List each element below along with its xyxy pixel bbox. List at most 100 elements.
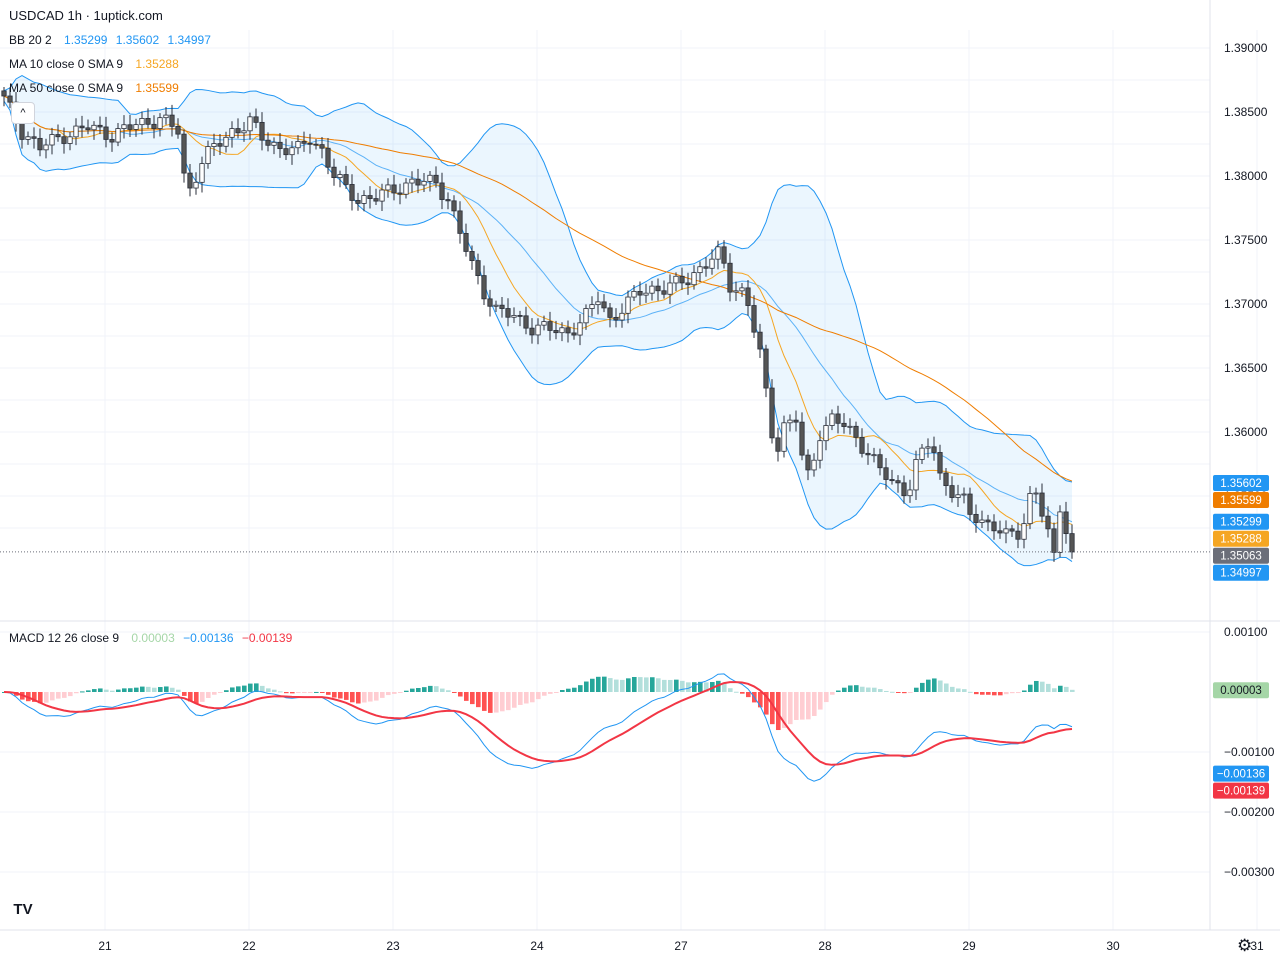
macd-hist-bar	[110, 690, 115, 692]
macd-hist-bar	[164, 686, 169, 692]
candle-body	[871, 454, 877, 457]
candle-body	[127, 124, 133, 130]
macd-hist-bar	[344, 692, 349, 700]
candle-body	[817, 440, 823, 461]
macd-hist-bar	[590, 678, 595, 692]
macd-hist-bar	[524, 692, 529, 704]
legend-ma50[interactable]: MA 50 close 0 SMA 9 1.35599	[9, 81, 184, 95]
candle-body	[43, 144, 49, 151]
price-badge	[1213, 491, 1269, 508]
macd-hist-bar	[380, 692, 385, 698]
price-tick-label: 1.36000	[1224, 425, 1268, 439]
tradingview-logo[interactable]: TV	[8, 897, 38, 923]
macd-tick-label: −0.00200	[1224, 805, 1275, 819]
candle-body	[223, 136, 229, 147]
legend-bb-label: BB 20 2	[9, 33, 52, 47]
candle-body	[991, 521, 997, 532]
macd-hist-bar	[944, 683, 949, 692]
candle-body	[619, 312, 625, 321]
price-tick-label: 1.38500	[1224, 105, 1268, 119]
candle-body	[937, 452, 943, 474]
macd-hist-bar	[1058, 685, 1063, 692]
macd-hist-bar	[446, 690, 451, 692]
legend-ma50-label: MA 50 close 0 SMA 9	[9, 81, 124, 95]
candle-body	[301, 141, 307, 144]
macd-hist-bar	[932, 678, 937, 692]
candle-body	[697, 266, 703, 274]
candle-body	[727, 262, 733, 293]
legend-ma10[interactable]: MA 10 close 0 SMA 9 1.35288	[9, 57, 184, 71]
macd-hist-bar	[740, 692, 745, 694]
macd-tick-label: 0.00100	[1224, 625, 1268, 639]
candle-body	[595, 301, 601, 306]
macd-hist-bar	[422, 687, 427, 692]
candle-body	[1057, 511, 1063, 553]
price-badge-label: 1.35063	[1220, 551, 1262, 563]
macd-hist-bar	[206, 692, 211, 698]
price-badge	[1213, 564, 1269, 581]
candle-body	[535, 324, 541, 336]
candle-body	[115, 128, 121, 143]
legend-bb[interactable]: BB 20 2 1.35299 1.35602 1.34997	[9, 33, 216, 47]
macd-tick-label: −0.00100	[1224, 745, 1275, 759]
candle-body	[175, 125, 181, 135]
macd-hist-bar	[392, 692, 397, 694]
macd-hist-bar	[452, 692, 457, 693]
ma50-line	[3, 95, 1073, 482]
candle-body	[1045, 515, 1051, 530]
macd-hist-bar	[758, 692, 763, 708]
candle-body	[307, 142, 313, 145]
macd-hist-bar	[734, 691, 739, 693]
signal-line	[3, 681, 1073, 766]
macd-hist-bar	[596, 676, 601, 692]
macd-hist-bar	[140, 686, 145, 692]
legend-bb-lower: 1.34997	[167, 33, 211, 47]
candle-body	[7, 95, 13, 103]
price-badge	[1213, 547, 1269, 564]
gear-icon[interactable]: ⚙	[1237, 936, 1253, 955]
candle-body	[763, 348, 769, 389]
candle-body	[169, 114, 175, 127]
candle-body	[811, 459, 817, 471]
macd-hist-bar	[338, 692, 343, 699]
macd-hist-bar	[614, 679, 619, 692]
macd-hist-bar	[830, 692, 835, 695]
candle-body	[553, 330, 559, 334]
price-badge	[1213, 474, 1269, 491]
bb-upper-line	[3, 75, 1073, 483]
candle-body	[721, 246, 727, 264]
macd-hist-bar	[146, 686, 151, 692]
candle-body	[247, 116, 253, 132]
macd-hist-bar	[782, 692, 787, 728]
candle-body	[631, 290, 637, 298]
macd-hist-bar	[236, 686, 241, 692]
legend-macd[interactable]: MACD 12 26 close 9 0.00003 −0.00136 −0.0…	[9, 631, 297, 645]
macd-hist-bar	[1052, 688, 1057, 692]
macd-hist-bar	[434, 686, 439, 692]
macd-hist-bar	[74, 692, 79, 694]
candle-body	[37, 137, 43, 151]
chart-title: USDCAD 1h · 1uptick.com	[9, 8, 163, 23]
candle-body	[73, 125, 79, 138]
candle-body	[379, 189, 385, 202]
macd-hist-bar	[818, 692, 823, 710]
candle-body	[445, 199, 451, 202]
time-tick-label: 21	[98, 939, 112, 953]
candle-body	[121, 124, 127, 129]
candle-body	[823, 425, 829, 442]
candle-body	[49, 134, 55, 146]
candle-body	[523, 315, 529, 329]
price-badges: 1.35602 1.35599 1.35299 1.35288 1.35063 1.349…	[1213, 474, 1269, 799]
candle-body	[625, 296, 631, 314]
collapse-legend-button[interactable]: ^	[11, 102, 35, 124]
candle-body	[907, 489, 913, 497]
candle-body	[343, 174, 349, 185]
candle-body	[367, 195, 373, 199]
macd-hist-bar	[554, 692, 559, 693]
macd-hist-bar	[470, 692, 475, 705]
macd-hist-bar	[512, 692, 517, 708]
macd-hist-bar	[680, 680, 685, 692]
macd-hist-bar	[362, 692, 367, 703]
candle-body	[283, 148, 289, 156]
